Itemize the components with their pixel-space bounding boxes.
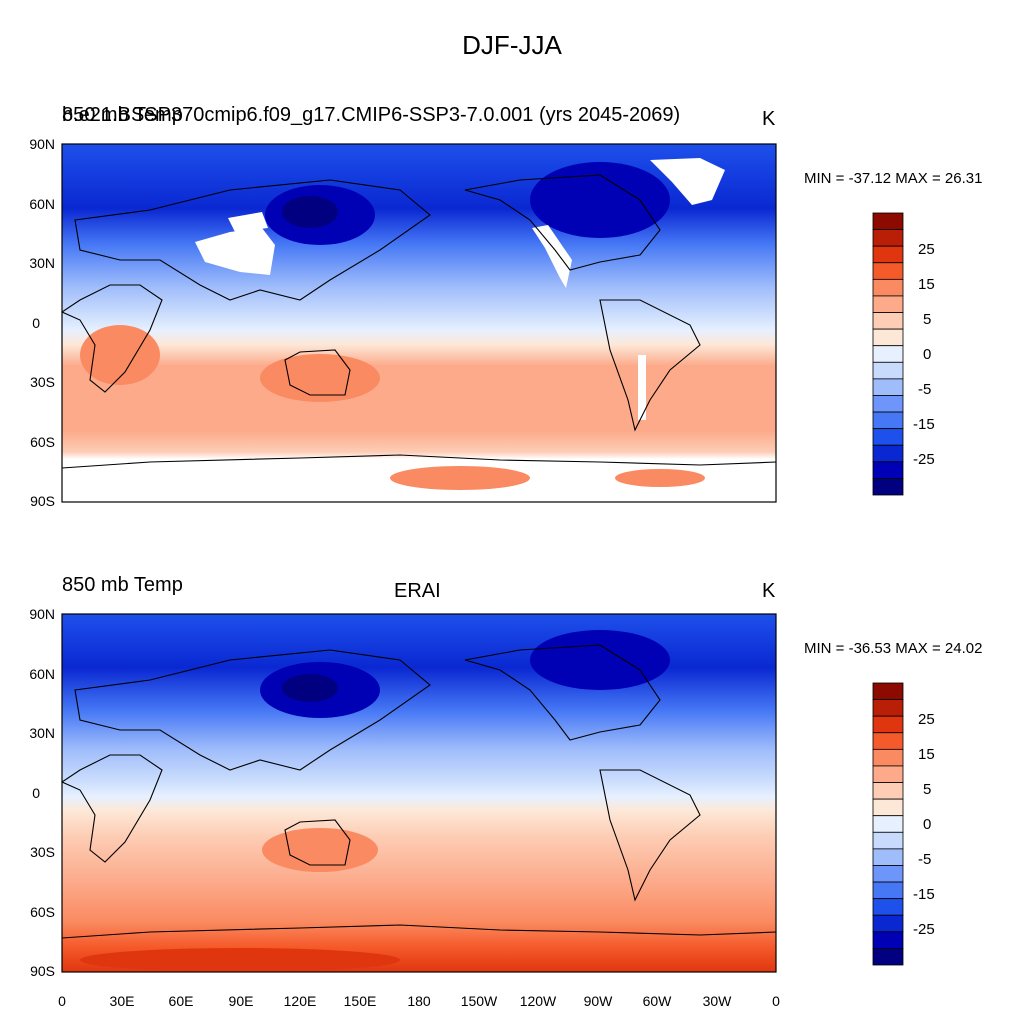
panel-units: K xyxy=(762,108,776,130)
lat-tick-label: 60N xyxy=(29,666,55,682)
colorbar-label: -25 xyxy=(913,921,935,938)
lat-tick-label: 60N xyxy=(29,196,55,212)
colorbar-label: 0 xyxy=(923,346,931,363)
lon-tick-label: 0 xyxy=(772,993,780,1009)
panel-center-title: ERAI xyxy=(394,580,441,602)
panel-units: K xyxy=(762,580,776,602)
colorbar-label: 0 xyxy=(923,816,931,833)
lon-tick-label: 150W xyxy=(461,993,498,1009)
min-max-readout: MIN = -36.53 MAX = 24.02 xyxy=(804,640,983,657)
lon-tick-label: 30E xyxy=(110,993,135,1009)
colorbar-swatch xyxy=(872,881,904,900)
colorbar-swatch xyxy=(872,378,904,396)
lon-tick-label: 0 xyxy=(58,993,66,1009)
colorbar-label: -5 xyxy=(918,381,931,398)
colorbar-swatch xyxy=(872,782,904,800)
lat-tick-label: 90S xyxy=(30,493,55,509)
colorbar-swatch xyxy=(872,865,904,883)
lon-tick-label: 150E xyxy=(344,993,377,1009)
map-panel-obs: 90N 60N 30N 0 30S 60S 90S 0 30E 60E 90E … xyxy=(0,470,1024,1024)
panel-left-title: 850 mb Temp xyxy=(62,104,183,126)
colorbar-model xyxy=(872,212,904,496)
colorbar-swatch xyxy=(872,328,904,347)
colorbar-swatch xyxy=(872,931,904,949)
colorbar-swatch xyxy=(872,715,904,734)
lat-tick-label: 0 xyxy=(32,785,40,801)
colorbar-swatch xyxy=(872,212,904,230)
colorbar-swatch xyxy=(872,914,904,933)
figure-title: DJF-JJA xyxy=(462,30,562,60)
colorbar-labels-obs: 25 15 5 0 -5 -15 -25 xyxy=(913,711,935,938)
colorbar-swatch xyxy=(872,798,904,817)
lon-tick-label: 120E xyxy=(284,993,317,1009)
colorbar-label: 5 xyxy=(923,311,931,328)
colorbar-swatch xyxy=(872,948,904,966)
colorbar-swatch xyxy=(872,444,904,463)
colorbar-swatch xyxy=(872,278,904,297)
colorbar-swatch xyxy=(872,245,904,264)
colorbar-swatch xyxy=(872,312,904,330)
colorbar-swatch xyxy=(872,361,904,380)
min-max-readout: MIN = -37.12 MAX = 26.31 xyxy=(804,170,983,187)
colorbar-swatch xyxy=(872,395,904,413)
colorbar-label: -5 xyxy=(918,851,931,868)
map-panel-model: 90N 60N 30N 0 30S 60S 90S 0 30E 60E 90E … xyxy=(29,104,983,509)
lat-tick-label: 60S xyxy=(30,434,55,450)
colorbar-swatch xyxy=(872,748,904,767)
colorbar-label: 15 xyxy=(918,746,935,763)
lat-tick-label: 30S xyxy=(30,374,55,390)
colorbar-swatch xyxy=(872,898,904,916)
colorbar-label: -25 xyxy=(913,451,935,468)
lat-tick-label: 90S xyxy=(30,963,55,979)
lon-tick-label: 180 xyxy=(407,993,431,1009)
colorbar-swatch xyxy=(872,682,904,700)
colorbar-swatch xyxy=(872,478,904,496)
colorbar-swatch xyxy=(872,699,904,717)
lat-tick-label: 90N xyxy=(29,606,55,622)
colorbar-label: -15 xyxy=(913,886,935,903)
lat-tick-label: 60S xyxy=(30,904,55,920)
map-plot-obs: 90N 60N 30N 0 30S 60S 90S 0 30E 60E 90E … xyxy=(29,606,935,1009)
lat-tick-label: 90N xyxy=(29,136,55,152)
lon-ticks-obs: 0 30E 60E 90E 120E 150E 180 150W 120W 90… xyxy=(58,993,780,1009)
lat-tick-label: 30S xyxy=(30,844,55,860)
lon-tick-label: 120W xyxy=(520,993,557,1009)
colorbar-label: 25 xyxy=(918,241,935,258)
lat-tick-label: 0 xyxy=(32,315,40,331)
colorbar-swatch xyxy=(872,428,904,446)
colorbar-label: 15 xyxy=(918,276,935,293)
colorbar-label: 5 xyxy=(923,781,931,798)
lon-tick-label: 90E xyxy=(229,993,254,1009)
lon-tick-label: 90W xyxy=(584,993,614,1009)
colorbar-swatch xyxy=(872,345,904,363)
colorbar-swatch xyxy=(872,732,904,750)
panel-left-title: 850 mb Temp xyxy=(62,574,183,596)
colorbar-swatch xyxy=(872,411,904,430)
colorbar-swatch xyxy=(872,262,904,280)
colorbar-swatch xyxy=(872,815,904,833)
colorbar-swatch xyxy=(872,848,904,866)
colorbar-swatch xyxy=(872,831,904,850)
colorbar-swatch xyxy=(872,229,904,247)
colorbar-swatch xyxy=(872,295,904,313)
map-plot-model: 90N 60N 30N 0 30S 60S 90S 0 30E 60E 90E … xyxy=(29,136,935,509)
colorbar-label: -15 xyxy=(913,416,935,433)
lon-tick-label: 30W xyxy=(703,993,733,1009)
colorbar-obs xyxy=(872,682,904,966)
lat-tick-label: 30N xyxy=(29,725,55,741)
colorbar-labels-model: 25 15 5 0 -5 -15 -25 xyxy=(913,241,935,468)
lat-tick-label: 30N xyxy=(29,255,55,271)
lon-tick-label: 60W xyxy=(643,993,673,1009)
colorbar-label: 25 xyxy=(918,711,935,728)
lat-ticks-model: 90N 60N 30N 0 30S 60S 90S xyxy=(29,136,55,509)
lat-ticks-obs: 90N 60N 30N 0 30S 60S 90S xyxy=(29,606,55,979)
panel-center-title: b.e21.BSSP370cmip6.f09_g17.CMIP6-SSP3-7.… xyxy=(62,104,681,126)
colorbar-swatch xyxy=(872,765,904,783)
lon-tick-label: 60E xyxy=(169,993,194,1009)
